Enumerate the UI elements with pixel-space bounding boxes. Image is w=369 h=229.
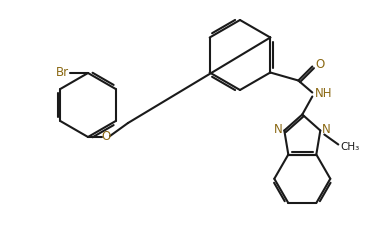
- Text: NH: NH: [315, 87, 333, 100]
- Text: CH₃: CH₃: [340, 142, 359, 152]
- Text: N: N: [273, 123, 282, 136]
- Text: Br: Br: [56, 66, 69, 79]
- Text: O: O: [315, 58, 325, 71]
- Text: N: N: [322, 123, 331, 136]
- Text: O: O: [101, 131, 111, 144]
